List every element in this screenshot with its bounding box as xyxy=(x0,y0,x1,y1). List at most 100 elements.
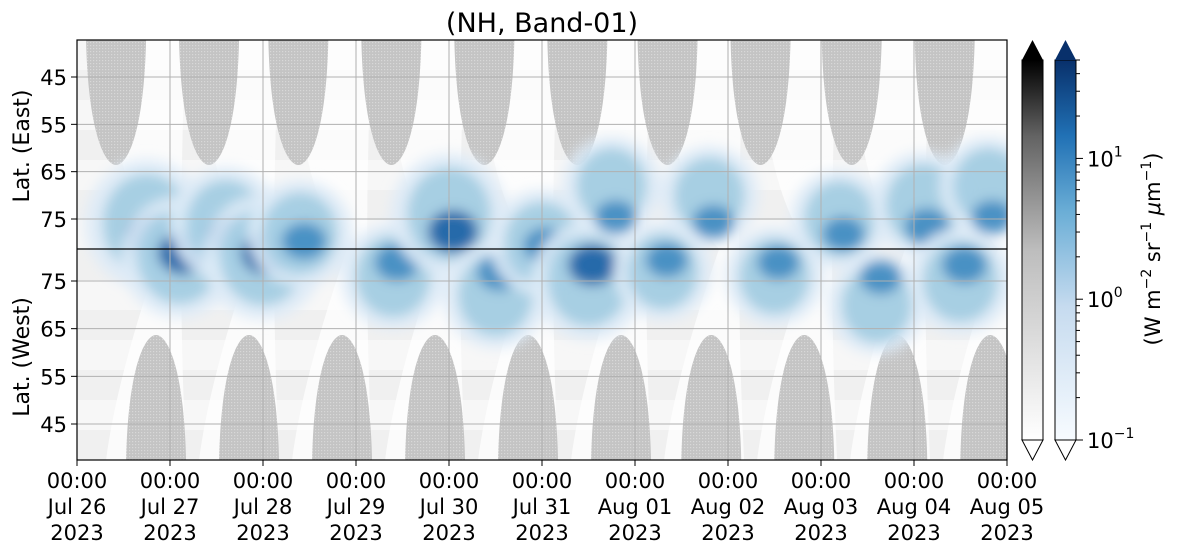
plot-area xyxy=(77,40,1007,460)
colorbar-grey-extend-min xyxy=(1021,439,1044,462)
y-axis-label-east: Lat. (East) xyxy=(10,90,35,203)
x-tick-label: 00:00 xyxy=(977,469,1038,493)
colorbar-blue-extend-max xyxy=(1055,40,1076,60)
x-tick-label: 2023 xyxy=(50,521,103,545)
radiance-patch-core xyxy=(281,222,327,260)
night-region-east xyxy=(914,40,975,165)
night-region-west xyxy=(867,335,928,460)
x-tick-label: Jul 29 xyxy=(325,495,386,519)
x-tick-label: Aug 04 xyxy=(877,495,951,519)
night-region-east xyxy=(821,40,882,165)
radiance-patch-core xyxy=(859,259,902,295)
colorbar-tick-label: 100 xyxy=(1087,285,1123,312)
night-region-east xyxy=(454,40,515,165)
y-tick-label: 45 xyxy=(40,413,67,437)
x-tick-label: Aug 05 xyxy=(970,495,1044,519)
x-tick-label: Jul 27 xyxy=(139,495,200,519)
x-tick-label: 2023 xyxy=(887,521,940,545)
colorbar-tick-label: 101 xyxy=(1087,144,1123,171)
colorbar-grey-extend-max xyxy=(1022,40,1043,60)
colorbar-ticks: 10−1 100 101 xyxy=(1076,59,1134,453)
y-tick-label: 75 xyxy=(40,270,67,294)
colorbar-label-mu: μ xyxy=(1141,202,1165,216)
colorbar-label-exp-3: −1 xyxy=(1139,161,1155,182)
night-region-east xyxy=(86,40,147,165)
chart-title: (NH, Band-01) xyxy=(446,8,638,39)
colorbar-label-part-3 xyxy=(1141,215,1165,222)
colorbar-label-part-4: m xyxy=(1141,181,1165,201)
radiance-patch-core xyxy=(692,205,735,240)
radiance-patch-core xyxy=(645,243,689,278)
y-tick-label: 55 xyxy=(40,113,67,137)
night-region-west xyxy=(774,335,835,460)
night-region-west xyxy=(219,335,280,460)
night-region-west xyxy=(405,335,466,460)
x-tick-label: 00:00 xyxy=(884,469,945,493)
colorbar-label-part-1: (W m xyxy=(1141,289,1165,345)
radiance-blue-layer xyxy=(85,136,1007,355)
colorbar-label-part-2: sr xyxy=(1141,242,1165,269)
y-tick-label: 65 xyxy=(40,318,67,342)
x-tick-label: Aug 02 xyxy=(691,495,765,519)
y-ticks: 45 55 65 75 75 65 55 45 xyxy=(40,66,77,437)
x-tick-label: 2023 xyxy=(422,521,475,545)
colorbar-label-exp-2: −1 xyxy=(1139,222,1155,243)
x-tick-label: 00:00 xyxy=(419,469,480,493)
night-region-west xyxy=(312,335,373,460)
night-region-west xyxy=(591,335,652,460)
x-tick-label: 00:00 xyxy=(140,469,201,493)
night-region-west xyxy=(498,335,559,460)
y-tick-label: 45 xyxy=(40,66,67,90)
y-tick-label: 55 xyxy=(40,365,67,389)
x-tick-label: Jul 26 xyxy=(46,495,107,519)
radiance-patch-core xyxy=(822,216,865,252)
colorbar-label-part-5: ) xyxy=(1141,153,1165,161)
night-region-east xyxy=(730,40,791,165)
night-region-east xyxy=(268,40,329,165)
x-tick-label: 2023 xyxy=(329,521,382,545)
x-tick-label: 2023 xyxy=(794,521,847,545)
x-tick-label: Jul 28 xyxy=(232,495,293,519)
x-tick-label: Jul 31 xyxy=(511,495,572,519)
night-region-west xyxy=(126,335,187,460)
x-tick-label: 00:00 xyxy=(605,469,666,493)
x-tick-label: 00:00 xyxy=(47,469,108,493)
night-region-east xyxy=(637,40,698,165)
colorbar-label: (W m−2 sr−1 μm−1) xyxy=(1139,153,1165,346)
x-tick-label: 2023 xyxy=(608,521,661,545)
colorbar-blue-extend-min xyxy=(1054,439,1077,462)
radiance-patch-core xyxy=(971,200,1007,235)
colorbar-grey xyxy=(1021,40,1044,462)
y-tick-label: 65 xyxy=(40,161,67,185)
x-tick-label: 2023 xyxy=(701,521,754,545)
x-tick-label: 2023 xyxy=(236,521,289,545)
x-tick-label: 2023 xyxy=(980,521,1033,545)
radiance-patch-core xyxy=(757,245,800,280)
radiance-patch-core xyxy=(942,246,987,284)
x-tick-label: 00:00 xyxy=(791,469,852,493)
x-tick-label: Aug 03 xyxy=(784,495,858,519)
x-tick-label: Aug 01 xyxy=(598,495,672,519)
night-region-west xyxy=(960,335,1007,460)
grid xyxy=(77,40,1007,460)
night-region-east xyxy=(547,40,608,165)
radiance-patch-core xyxy=(594,200,637,235)
x-tick-label: 00:00 xyxy=(512,469,573,493)
y-tick-label: 75 xyxy=(40,208,67,232)
colorbar-label-exp-1: −2 xyxy=(1139,269,1155,290)
night-region-west xyxy=(681,335,742,460)
y-axis-label-west: Lat. (West) xyxy=(10,297,35,417)
radiance-patch-core xyxy=(427,210,479,253)
x-tick-label: Jul 30 xyxy=(418,495,479,519)
x-tick-label: 2023 xyxy=(143,521,196,545)
x-tick-label: 2023 xyxy=(515,521,568,545)
colorbar-tick-label: 10−1 xyxy=(1087,426,1134,453)
colorbar-blue xyxy=(1054,40,1077,462)
night-region-east xyxy=(179,40,240,165)
x-tick-label: 00:00 xyxy=(698,469,759,493)
night-region-east xyxy=(361,40,422,165)
x-tick-label: 00:00 xyxy=(326,469,387,493)
x-tick-label: 00:00 xyxy=(233,469,294,493)
